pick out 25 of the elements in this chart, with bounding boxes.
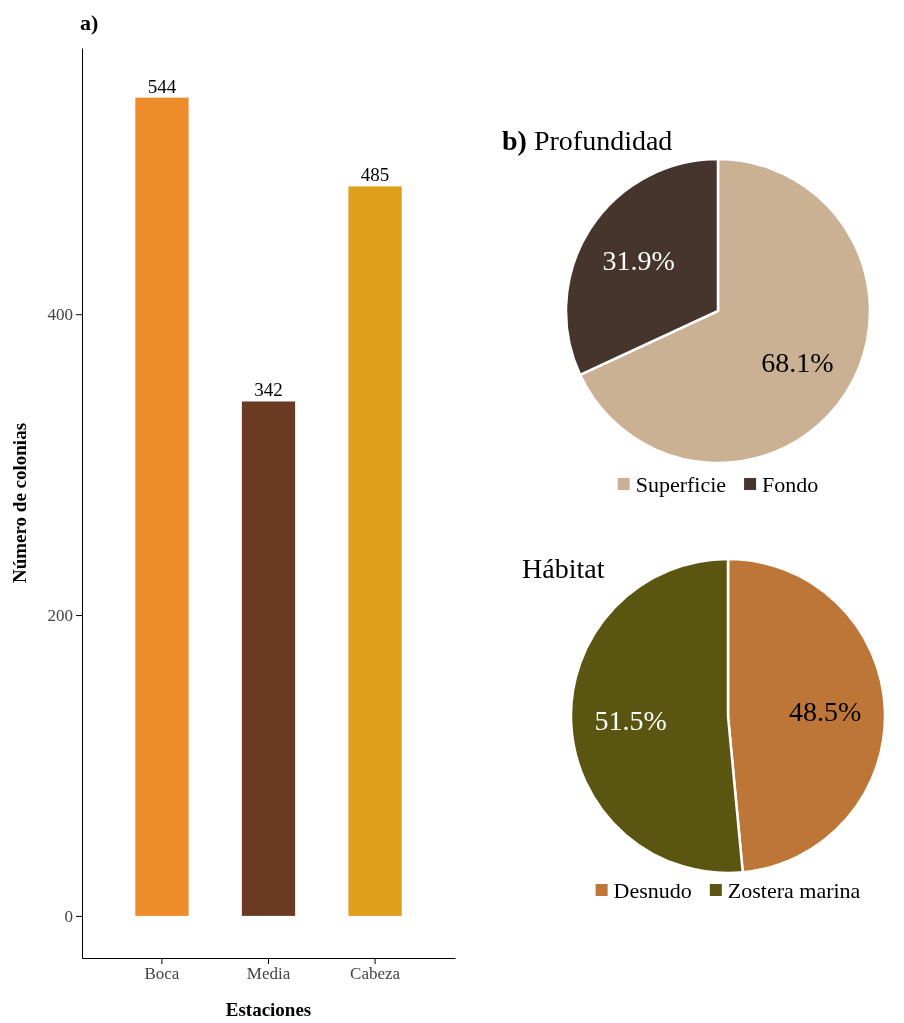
bar bbox=[348, 186, 402, 916]
data-label: 544 bbox=[147, 75, 177, 97]
bar bbox=[135, 97, 189, 916]
y-tick-label: 200 bbox=[47, 606, 73, 625]
y-axis-title: Número de colonias bbox=[9, 422, 30, 584]
legend-label: Zostera marina bbox=[727, 877, 861, 903]
legend-label: Superficie bbox=[635, 471, 727, 497]
chart-title: a) bbox=[80, 10, 99, 35]
chart-title: b) Profundidad bbox=[502, 125, 673, 156]
data-label: 342 bbox=[254, 379, 283, 401]
legend-label: Desnudo bbox=[613, 877, 692, 903]
legend-label: Fondo bbox=[762, 471, 819, 497]
data-label: 31.9% bbox=[602, 245, 675, 277]
x-axis-title: Estaciones bbox=[225, 999, 312, 1020]
x-tick-label: Boca bbox=[144, 964, 180, 984]
bar bbox=[241, 401, 296, 916]
y-tick-label: 0 bbox=[64, 906, 73, 926]
data-label: 485 bbox=[360, 164, 390, 186]
x-tick-label: Cabeza bbox=[350, 964, 401, 984]
data-label: 51.5% bbox=[594, 705, 667, 737]
x-tick-label: Media bbox=[246, 964, 291, 984]
data-label: 48.5% bbox=[789, 696, 862, 728]
chart-title: Hábitat bbox=[522, 553, 605, 584]
y-tick-label: 400 bbox=[47, 305, 73, 325]
data-label: 68.1% bbox=[761, 346, 834, 378]
